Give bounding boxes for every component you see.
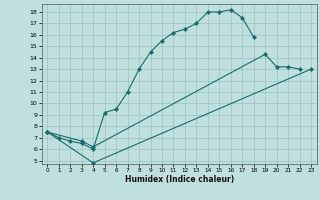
- X-axis label: Humidex (Indice chaleur): Humidex (Indice chaleur): [124, 175, 234, 184]
